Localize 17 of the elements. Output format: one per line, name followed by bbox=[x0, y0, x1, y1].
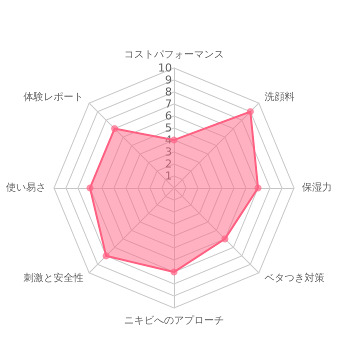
spoke-label: 洗顔料 bbox=[264, 90, 295, 103]
spoke-label: 使い易さ bbox=[6, 182, 46, 194]
spoke-label: 保湿力 bbox=[302, 182, 332, 194]
spoke-label: 体験レポート bbox=[23, 90, 84, 103]
spoke-label: ベタつき対策 bbox=[264, 272, 325, 284]
spoke-label: コストパフォーマンス bbox=[124, 50, 224, 60]
spoke-label: 刺激と安全性 bbox=[23, 272, 84, 284]
y-tick-label: 1 bbox=[165, 170, 172, 182]
y-tick-label: 6 bbox=[165, 110, 172, 122]
y-tick-label: 7 bbox=[165, 98, 172, 110]
y-tick-label: 9 bbox=[165, 74, 172, 86]
spoke-label: ニキビへのアプローチ bbox=[124, 314, 224, 326]
y-tick-label: 2 bbox=[165, 158, 172, 170]
y-tick-label: 8 bbox=[165, 86, 172, 98]
y-tick-label: 5 bbox=[165, 122, 172, 134]
y-tick-label: 3 bbox=[165, 146, 172, 158]
y-tick-label: 10 bbox=[158, 62, 172, 74]
